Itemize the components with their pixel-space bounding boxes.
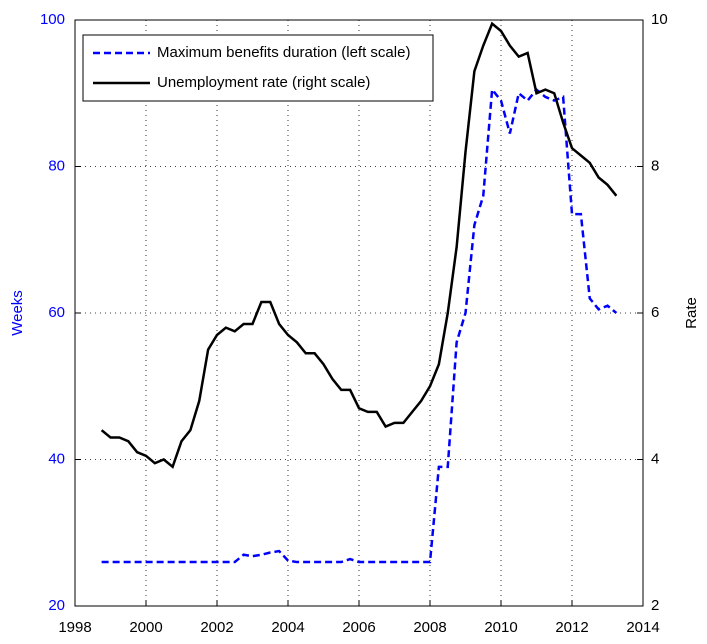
y-tick-label: 40 (48, 450, 65, 467)
series-line (101, 86, 618, 564)
series-line (100, 21, 618, 469)
y2-tick-label: 2 (651, 597, 659, 614)
y2-axis-label: Rate (683, 297, 700, 329)
y-axis-label: Weeks (9, 290, 26, 336)
y-tick-label: 80 (48, 157, 65, 174)
legend-label: Unemployment rate (right scale) (157, 74, 370, 91)
y-tick-label: 60 (48, 304, 65, 321)
x-tick-label: 2000 (129, 619, 162, 636)
y2-tick-label: 8 (651, 157, 659, 174)
x-tick-label: 2004 (271, 619, 304, 636)
x-tick-label: 2008 (413, 619, 446, 636)
y-tick-label: 20 (48, 597, 65, 614)
y2-tick-label: 10 (651, 11, 668, 28)
y-tick-label: 100 (40, 11, 65, 28)
y2-tick-label: 6 (651, 304, 659, 321)
x-tick-label: 1998 (58, 619, 91, 636)
x-tick-label: 2002 (200, 619, 233, 636)
legend-label: Maximum benefits duration (left scale) (157, 44, 410, 61)
legend-box (82, 34, 434, 102)
x-tick-label: 2006 (342, 619, 375, 636)
x-tick-label: 2014 (626, 619, 659, 636)
x-tick-label: 2010 (484, 619, 517, 636)
y2-tick-label: 4 (651, 450, 659, 467)
x-tick-label: 2012 (555, 619, 588, 636)
